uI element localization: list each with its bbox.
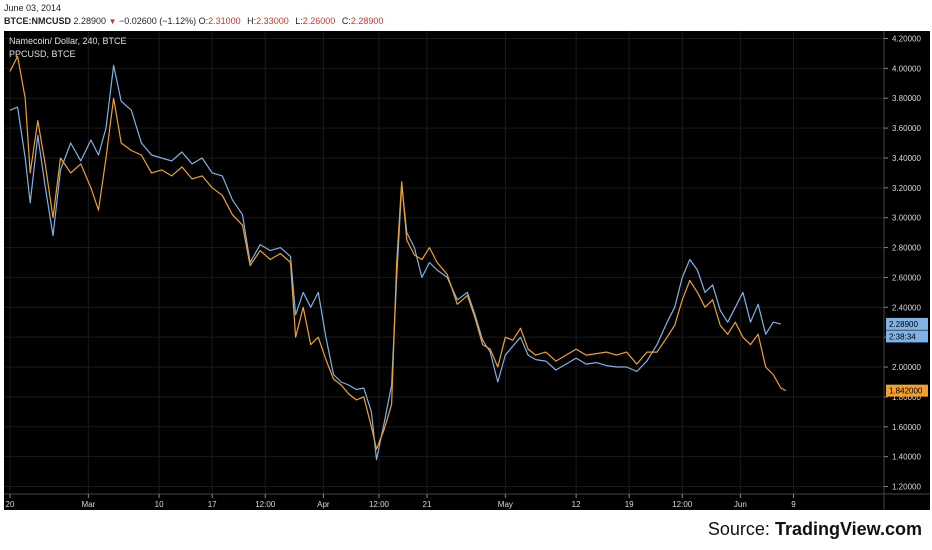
x-tick-label: 19 [625,500,634,509]
y-tick-label: 1.40000 [892,453,921,462]
grid-lines [4,31,884,494]
chart-background [4,31,930,510]
x-tick-label: Mar [81,500,95,509]
quote-line: BTCE:NMCUSD 2.28900 ▼ −0.02600 (−1.12%) … [4,16,387,26]
series-line-ppc [9,55,787,450]
x-tick-label: 9 [791,500,796,509]
x-tick-label: 12:00 [255,500,276,509]
close-value: 2.28900 [350,16,384,26]
x-tick-label: 21 [423,500,432,509]
price-tag-bg [886,317,928,330]
source-brand: TradingView.com [774,519,922,539]
down-triangle-icon: ▼ [108,17,117,26]
y-tick-label: 2.60000 [892,273,921,282]
y-tick-label: 3.60000 [892,124,921,133]
source-label: Source: [707,519,770,539]
x-tick-label: Jun [734,500,747,509]
y-tick-label: 3.00000 [892,214,921,223]
y-tick-label: 2.00000 [892,363,921,372]
x-tick-label: 17 [208,500,217,509]
y-tick-label: 4.00000 [892,64,921,73]
symbol-label: BTCE:NMCUSD [4,16,71,26]
price-tags: 2.28900 2:38:34 1.842000 [886,317,928,397]
price-tag-bg [886,330,928,343]
price-tag-label: 2:38:34 [889,332,916,341]
series-group [9,55,787,461]
price-tag-label: 1.842000 [889,387,923,396]
source-caption: Source: TradingView.com [708,519,922,540]
low-label: L: [295,16,303,26]
open-value: 2.31000 [208,16,241,26]
legend-item-nmc: Namecoin/ Dollar, 240, BTCE [9,36,127,46]
price-tag-label: 2.28900 [889,320,918,329]
close-label: C: [341,16,351,26]
price-chart[interactable]: 4.20000 4.00000 3.80000 3.60000 3.40000 3.200… [4,31,930,510]
x-axis: 20 Mar 10 17 12:00 Apr 12:00 21 May 12 19 12:00 Jun 9 [6,494,796,509]
x-tick-label: 20 [6,500,15,509]
x-tick-label: 12:00 [369,500,390,509]
y-tick-label: 1.80000 [892,393,921,402]
x-tick-label: 12:00 [672,500,693,509]
chart-date: June 03, 2014 [4,3,62,13]
y-tick-label: 4.20000 [892,34,921,43]
price-change: −0.02600 (−1.12%) [119,16,197,26]
high-value: 2.33000 [256,16,289,26]
y-tick-label: 3.40000 [892,154,921,163]
x-tick-label: Apr [317,500,330,509]
y-tick-label: 2.80000 [892,244,921,253]
y-tick-label: 1.60000 [892,423,921,432]
legend: Namecoin/ Dollar, 240, BTCE PPCUSD, BTCE [9,36,127,59]
high-label: H: [247,16,257,26]
x-tick-label: 12 [572,500,581,509]
open-label: O: [198,16,209,26]
x-tick-label: 10 [155,500,164,509]
y-tick-label: 1.20000 [892,483,921,492]
low-value: 2.26000 [302,16,336,26]
price-tag-bg [886,384,928,397]
chart-frame[interactable]: 4.20000 4.00000 3.80000 3.60000 3.40000 3.200… [4,31,930,510]
legend-item-ppc: PPCUSD, BTCE [9,49,76,59]
y-tick-label: 2.40000 [892,303,921,312]
last-price: 2.28900 [73,16,107,26]
y-tick-label: 3.20000 [892,184,921,193]
y-axis: 4.20000 4.00000 3.80000 3.60000 3.40000 3.200… [884,34,921,492]
x-tick-label: May [498,500,513,509]
y-tick-label: 3.80000 [892,94,921,103]
